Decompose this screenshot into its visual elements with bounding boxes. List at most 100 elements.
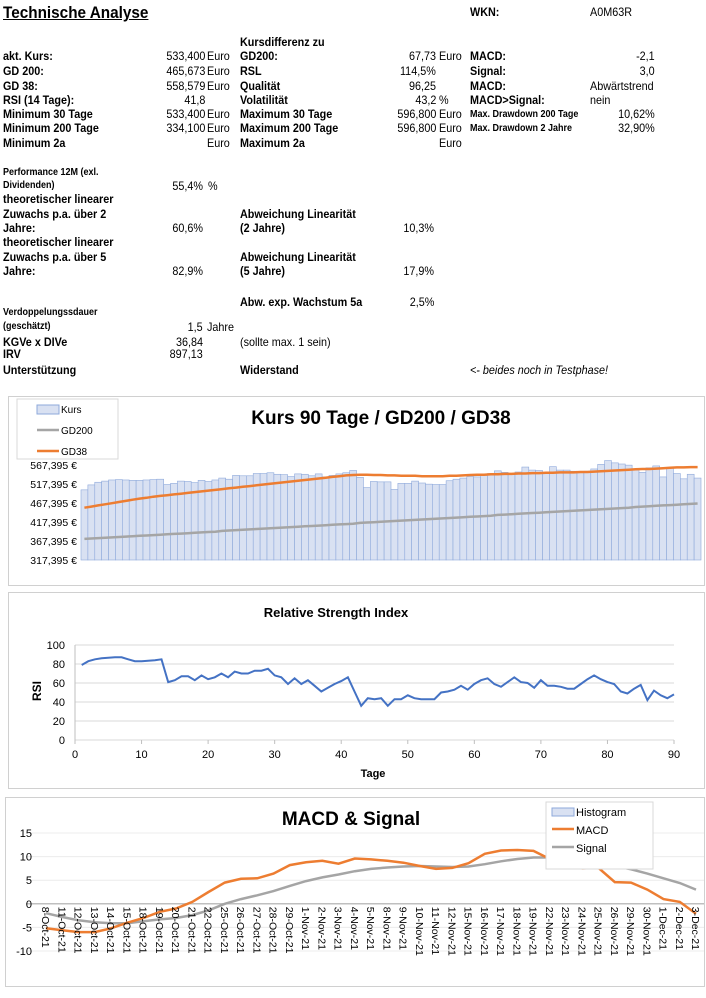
kurs-bar	[549, 466, 557, 561]
kurs-bar	[108, 479, 116, 561]
kurs-bar	[473, 476, 481, 561]
perf-label: Performance 12M (exl.	[3, 167, 99, 178]
x-tick-label: 5-Nov-21	[364, 907, 376, 950]
x-tick-label: 11-Oct-21	[55, 907, 67, 953]
y-tick-label: 367,395 €	[30, 536, 77, 548]
x-tick-label: 25-Oct-21	[218, 907, 230, 954]
x-tick-label: 22-Nov-21	[543, 907, 555, 956]
row-value: 533,400	[165, 107, 205, 121]
x-tick-label: 4-Nov-21	[348, 907, 360, 950]
abw5-label-1: Abweichung Linearität	[240, 250, 356, 264]
kurs-bar	[590, 468, 598, 561]
row-label-2: Maximum 30 Tage	[240, 107, 333, 121]
x-tick-label: 19-Oct-21	[153, 907, 165, 954]
kurs-bar	[239, 475, 247, 561]
x-tick-label: 3-Dec-21	[689, 907, 701, 950]
kurs-bar	[604, 460, 612, 561]
kurs-bar	[680, 478, 688, 561]
row-value-3: -2,1	[636, 49, 655, 63]
x-tick-label: 17-Nov-21	[494, 907, 506, 956]
kurs-bar	[287, 476, 295, 561]
row-value-3: nein	[590, 93, 611, 107]
lin2-label-3: Jahre:	[3, 221, 36, 235]
x-axis-title: Tage	[361, 768, 386, 780]
x-tick-label: 26-Oct-21	[234, 907, 246, 954]
y-tick-label: 517,395 €	[30, 479, 77, 491]
x-tick-label: 22-Oct-21	[202, 907, 214, 954]
x-tick-label: 60	[468, 749, 480, 761]
row-value-3: 3,0	[639, 64, 655, 78]
x-tick-label: 70	[535, 749, 547, 761]
row-unit: Euro	[207, 49, 230, 63]
kurs-bar	[673, 473, 681, 561]
kurs-bar	[273, 473, 282, 561]
x-tick-label: 28-Oct-21	[267, 907, 279, 954]
y-tick-label: 567,395 €	[30, 460, 77, 472]
legend-kurs-swatch	[36, 404, 60, 415]
verd-unit: Jahre	[207, 320, 235, 334]
row-label-2: Volatilität	[240, 93, 288, 107]
page-title: Technische Analyse	[3, 3, 149, 22]
abw5-label-2: (5 Jahre)	[240, 264, 286, 278]
kurs-bar	[500, 472, 509, 561]
row-label-3: MACD:	[470, 79, 506, 93]
x-tick-label: 13-Oct-21	[88, 907, 100, 954]
kurs-bar	[259, 473, 268, 561]
support-label: Unterstützung	[3, 363, 77, 377]
row-label-2: GD200:	[240, 49, 278, 63]
y-tick-label: 15	[20, 828, 32, 840]
row-label: Minimum 30 Tage	[3, 107, 93, 121]
x-tick-label: 12-Oct-21	[72, 907, 84, 954]
resistance-label: Widerstand	[240, 363, 299, 377]
kurs-bar	[356, 477, 364, 561]
row-value-2: 114,5%	[400, 64, 436, 78]
row-value-2: 96,25	[408, 79, 436, 93]
kurs-bar	[115, 479, 123, 561]
x-tick-label: 2-Nov-21	[315, 907, 327, 950]
y-tick-label: 40	[53, 697, 65, 709]
row-label: akt. Kurs:	[3, 49, 53, 63]
row-unit: Euro	[207, 79, 230, 93]
row-value-2: 596,800	[396, 121, 436, 135]
verd-label-1: Verdoppelungssdauer	[3, 307, 98, 318]
kurs-bar	[128, 480, 137, 561]
x-tick-label: 11-Nov-21	[429, 907, 441, 955]
row-unit: Euro	[207, 121, 230, 135]
kurs-bar	[328, 475, 337, 561]
row-unit: Euro	[207, 107, 230, 121]
abw2-value: 10,3%	[403, 221, 434, 235]
kurs-bar	[562, 469, 571, 561]
abwexp-value: 2,5%	[409, 295, 434, 309]
kurs-bar	[652, 465, 660, 561]
kurs-bar	[432, 484, 440, 561]
kurs-bar	[335, 473, 344, 561]
testphase-note: <- beides noch in Testphase!	[470, 363, 608, 377]
legend-label: GD38	[61, 447, 88, 458]
kurs-bar	[308, 475, 316, 561]
x-tick-label: 50	[402, 749, 414, 761]
kurs-bar	[480, 475, 488, 561]
kurs-bar	[301, 473, 309, 561]
row-unit-2: Euro	[439, 136, 462, 150]
x-tick-label: 90	[668, 749, 680, 761]
y-tick-label: 0	[26, 899, 32, 911]
lin5-label-2: Zuwachs p.a. über 5	[3, 250, 107, 264]
x-tick-label: 16-Nov-21	[478, 907, 490, 956]
kgv-label: KGVe x DIVe	[3, 335, 68, 349]
x-tick-label: 29-Nov-21	[624, 907, 636, 956]
kurs-bar	[659, 476, 667, 561]
macd-chart: -10 -5 0 5 10 15 8-Oct-21 11-Oct-21 12-Oct-21 13-…	[5, 797, 705, 987]
gd200-line	[84, 502, 698, 541]
kurs-bar	[211, 479, 220, 561]
rsi-chart-svg: 0 20 40 60 80 100 0 10 20 30 40 50 60 70 80 90 Relative …	[30, 605, 680, 780]
rsi-chart: 0 20 40 60 80 100 0 10 20 30 40 50 60 70 80 90 Relative …	[8, 592, 705, 789]
y-tick-label: -10	[16, 946, 32, 958]
x-tick-label: 12-Nov-21	[445, 907, 457, 956]
y-tick-label: -5	[22, 922, 32, 934]
x-tick-label: 14-Oct-21	[104, 907, 116, 954]
kurs-bar	[459, 477, 468, 561]
x-tick-label: 29-Oct-21	[283, 907, 295, 954]
kurs-bar	[156, 478, 164, 561]
kurs-bar	[528, 469, 536, 561]
lin2-label-2: Zuwachs p.a. über 2	[3, 207, 107, 221]
